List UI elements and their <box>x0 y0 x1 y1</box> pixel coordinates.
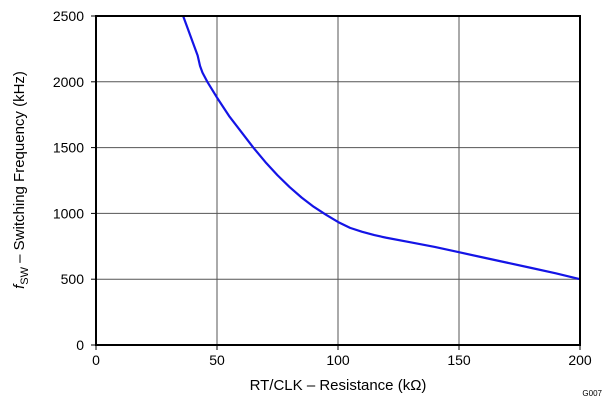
y-tick-label: 2000 <box>53 74 84 90</box>
x-tick-labels: 0 50 100 150 200 <box>92 352 592 368</box>
y-tick-labels: 0 500 1000 1500 2000 2500 <box>53 8 84 353</box>
y-axis-subscript: SW <box>19 266 31 284</box>
y-axis-title-rest: – Switching Frequency (kHz) <box>11 71 28 267</box>
y-tick-label: 1500 <box>53 140 84 156</box>
y-axis-title: fSW – Switching Frequency (kHz) <box>11 71 31 289</box>
x-tick-label: 0 <box>92 352 100 368</box>
x-tick-label: 150 <box>447 352 471 368</box>
y-tick-label: 500 <box>61 271 85 287</box>
x-tick-label: 100 <box>326 352 350 368</box>
plot-frame <box>95 15 581 346</box>
y-tick-label: 0 <box>76 337 84 353</box>
y-tick-label: 1000 <box>53 205 84 221</box>
y-axis-symbol: f <box>11 283 28 289</box>
x-axis-title: RT/CLK – Resistance (kΩ) <box>250 377 427 394</box>
x-tick-label: 50 <box>209 352 225 368</box>
frequency-curve <box>182 15 581 281</box>
figure-code: G007 <box>582 389 602 398</box>
x-tick-label: 200 <box>568 352 592 368</box>
y-tick-label: 2500 <box>53 8 84 24</box>
